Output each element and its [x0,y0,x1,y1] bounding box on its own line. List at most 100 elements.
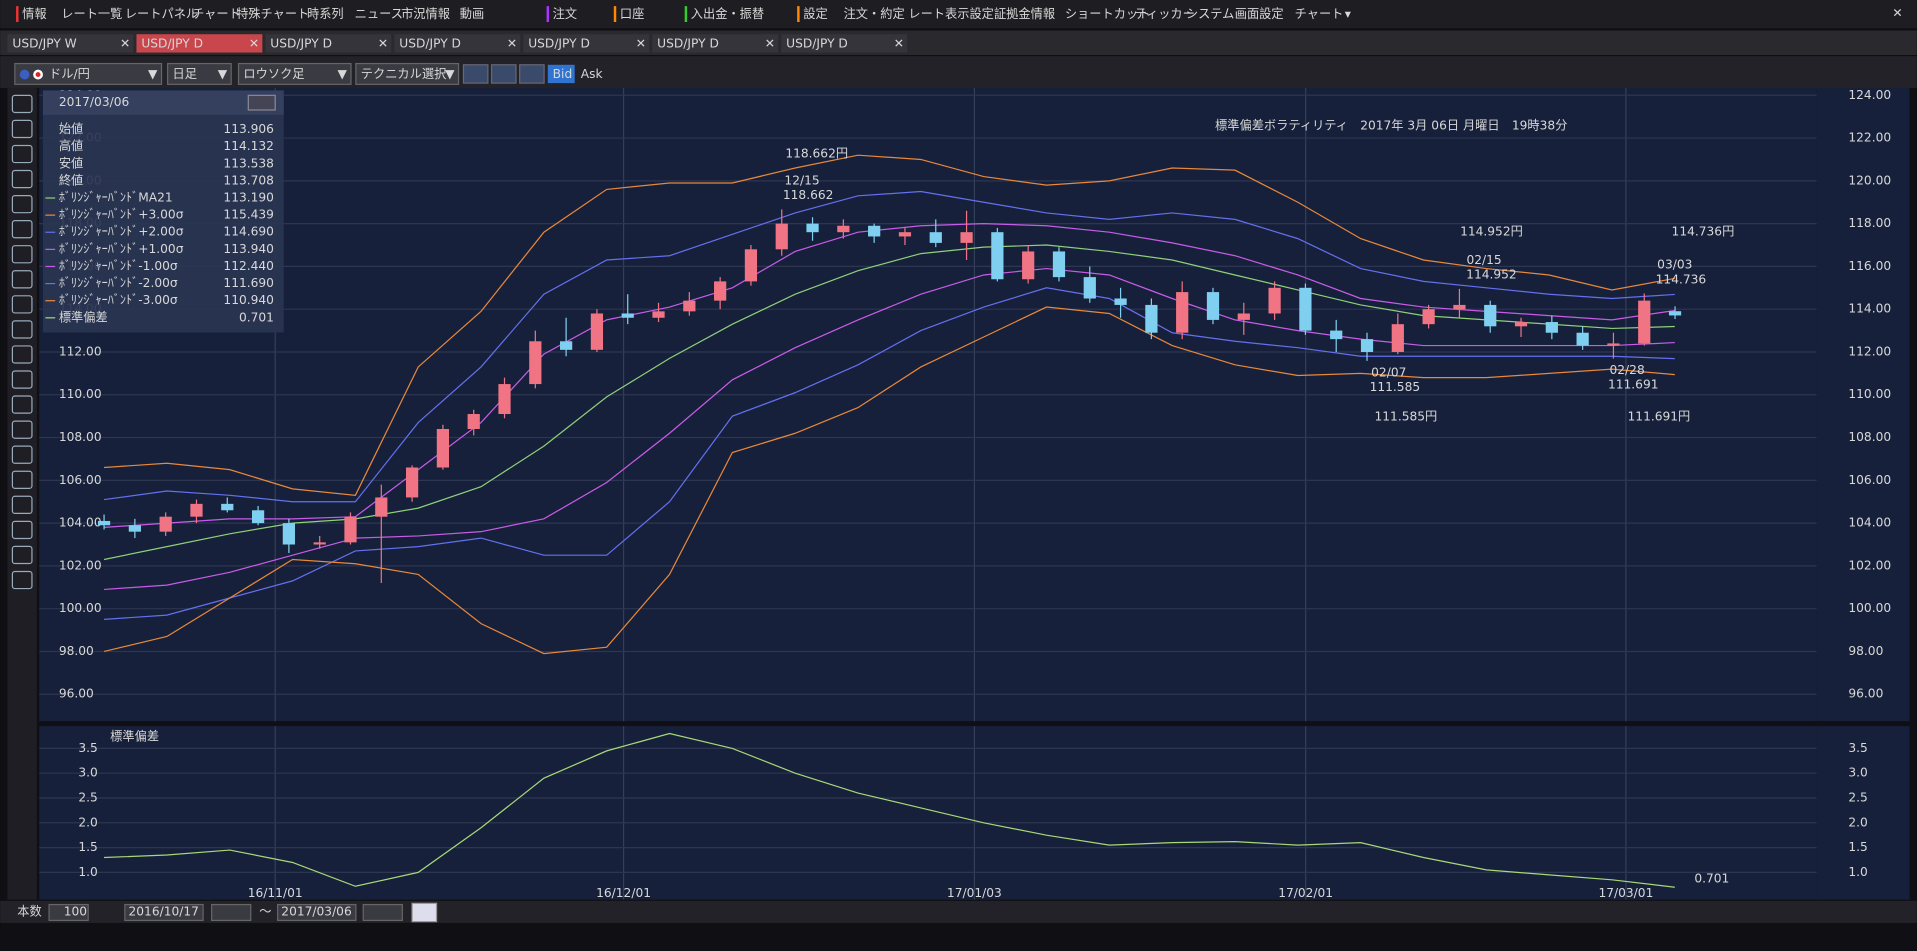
from-time-box[interactable] [211,903,252,922]
tool-icon[interactable] [11,144,33,164]
tab-label[interactable]: USD/JPY D [528,37,590,51]
tool-icon[interactable] [11,570,33,590]
menu-item[interactable]: チャート [192,7,241,21]
toolbar-select-label[interactable]: テクニカル選択 [361,67,447,81]
menu-more[interactable]: ▾ [1345,7,1352,21]
tab-label[interactable]: USD/JPY D [399,37,461,51]
menu-item[interactable]: 動画 [460,7,484,21]
tab-label[interactable]: USD/JPY W [12,37,76,51]
toolbar-button[interactable] [490,64,517,84]
tool-icon[interactable] [11,295,33,314]
tab-close[interactable]: ✕ [765,37,775,51]
toolbar-select[interactable] [355,62,460,85]
go-button[interactable] [411,902,438,923]
tab-label[interactable]: USD/JPY D [141,37,203,51]
toolbar-select[interactable] [167,62,232,85]
sub-y-tick-label-left: 3.0 [78,766,97,780]
menu-item[interactable]: レート表示設定 [908,6,994,21]
menu-item[interactable]: 市況情報 [401,6,450,21]
tool-icon[interactable] [11,245,33,264]
toolbar-button[interactable] [519,64,545,84]
tool-icon[interactable] [11,395,33,414]
toolbar-arrow[interactable]: ▼ [338,67,348,81]
tool-icon[interactable] [11,220,33,239]
tab-close[interactable]: ✕ [249,37,259,51]
menu-item[interactable]: システム [1186,7,1235,21]
count-box[interactable] [48,903,89,922]
tab-close[interactable]: ✕ [378,37,388,51]
menu-item[interactable]: レートパネル [125,7,198,21]
menu-item[interactable]: 証拠金情報 [994,6,1055,21]
tool-icon[interactable] [11,270,33,289]
menu-item[interactable]: 情報 [22,7,46,21]
tool-icon[interactable] [11,119,33,139]
tab-close[interactable]: ✕ [507,37,517,51]
tool-icon[interactable] [11,495,33,515]
toolbar-select-label[interactable]: 日足 [173,67,197,81]
tool-icon[interactable] [11,345,33,364]
tab[interactable] [394,34,521,53]
bid-button[interactable] [547,64,575,84]
band-line [103,306,1675,655]
tool-icon[interactable] [11,470,33,489]
info-toggle[interactable] [247,94,276,111]
tab-close[interactable]: ✕ [636,37,646,51]
menu-item[interactable]: 注文・約定 [844,6,905,21]
tab[interactable] [523,34,650,53]
tool-icon[interactable] [11,545,33,565]
tab-label[interactable]: USD/JPY D [657,37,719,51]
sub-y-tick-label: 2.0 [1848,815,1867,829]
menu-item[interactable]: ショートカット [1065,7,1151,21]
tool-icon[interactable] [11,94,33,114]
toolbar-button[interactable] [462,64,489,84]
tab-label[interactable]: USD/JPY D [270,37,332,51]
candle-body [960,232,973,243]
menu-item[interactable]: ティッカー [1135,7,1195,21]
menu-item[interactable]: 特殊チャート [236,6,309,21]
tool-icon[interactable] [11,194,33,214]
candle-body [1145,304,1158,333]
tab[interactable] [781,34,908,53]
tab-close[interactable]: ✕ [894,37,904,51]
bid-label[interactable]: Bid [553,67,573,81]
tool-icon[interactable] [11,420,33,439]
count-value[interactable]: 100 [64,904,87,918]
menu-item[interactable]: 注文 [553,6,577,21]
tool-icon[interactable] [11,520,33,540]
toolbar-select-label[interactable]: ロウソク足 [243,67,304,81]
window-close[interactable]: ✕ [1892,6,1902,20]
tab-close[interactable]: ✕ [120,37,130,51]
to-box[interactable] [277,903,357,922]
tool-icon[interactable] [11,320,33,339]
menu-item[interactable]: 入出金・振替 [691,6,764,21]
to-date[interactable]: 2017/03/06 [281,904,351,918]
menu-item[interactable]: 口座 [620,6,644,21]
ask-label[interactable]: Ask [581,67,604,81]
candle-body [97,520,111,526]
menu-item[interactable]: 画面設定 [1235,6,1284,21]
tool-icon[interactable] [11,370,33,389]
tab[interactable] [7,34,134,53]
tool-icon[interactable] [11,169,33,189]
menu-item[interactable]: レート一覧 [61,6,122,21]
menu-item[interactable]: チャート [1295,7,1344,21]
menu-item[interactable]: ニュース [355,7,403,21]
toolbar-arrow[interactable]: ▼ [445,67,455,81]
annotation: 114.952 [1466,268,1517,282]
tab[interactable] [652,34,779,53]
toolbar-select-label[interactable]: ドル/円 [49,67,90,81]
menu-item[interactable]: 時系列 [307,7,344,21]
tool-icon[interactable] [11,445,33,464]
from-box[interactable] [124,903,204,922]
tab[interactable] [136,34,263,53]
toolbar-arrow[interactable]: ▼ [148,67,158,81]
to-time-box[interactable] [362,903,403,922]
tab-label[interactable]: USD/JPY D [786,37,848,51]
toolbar-arrow[interactable]: ▼ [218,67,228,81]
from-date[interactable]: 2016/10/17 [129,904,199,918]
tab[interactable] [265,34,392,53]
candle-body [806,223,819,233]
toolbar-select[interactable] [237,62,352,85]
menu-item[interactable]: 設定 [803,6,827,21]
toolbar-select[interactable] [14,62,163,85]
